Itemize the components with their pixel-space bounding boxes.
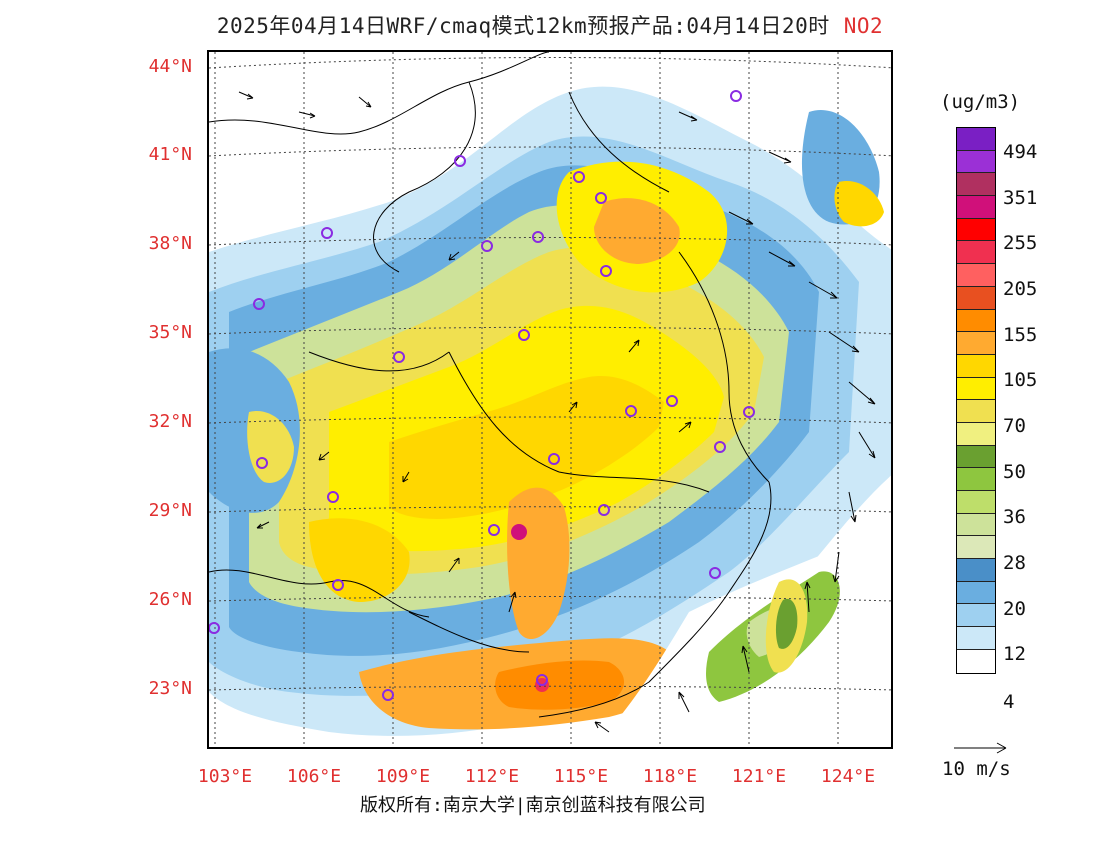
colorbar-label: 36: [1003, 506, 1026, 528]
colorbar-label: 28: [1003, 552, 1026, 574]
lon-label-121: 121°E: [731, 766, 787, 787]
colorbar-swatch: [957, 332, 995, 355]
lat-label-38: 38°N: [148, 233, 192, 254]
lon-label-103: 103°E: [197, 766, 253, 787]
colorbar-swatch: [957, 400, 995, 423]
reference-arrow-icon: [954, 742, 1007, 754]
map-canvas: [209, 52, 891, 747]
colorbar-swatch: [957, 468, 995, 491]
lat-label-23: 23°N: [148, 678, 192, 699]
lon-label-106: 106°E: [286, 766, 342, 787]
colorbar-swatch: [957, 627, 995, 650]
colorbar: [956, 127, 996, 674]
colorbar-swatch: [957, 581, 995, 605]
colorbar-unit: (ug/m3): [940, 91, 1021, 113]
lat-label-35: 35°N: [148, 322, 192, 343]
colorbar-swatch: [957, 604, 995, 628]
colorbar-swatch: [957, 128, 995, 151]
lat-label-26: 26°N: [148, 589, 192, 610]
lat-label-29: 29°N: [148, 500, 192, 521]
graticule: [209, 52, 891, 747]
colorbar-swatch: [957, 377, 995, 401]
colorbar-swatch: [957, 536, 995, 560]
map-title: 2025年04月14日WRF/cmaq模式12km预报产品:04月14日20时 N…: [0, 10, 1100, 40]
colorbar-swatch: [957, 354, 995, 378]
colorbar-label: 105: [1003, 369, 1038, 391]
concentration-map[interactable]: [207, 50, 893, 749]
colorbar-label: 20: [1003, 598, 1026, 620]
lon-label-115: 115°E: [553, 766, 609, 787]
colorbar-swatch: [957, 445, 995, 469]
copyright-footer: 版权所有:南京大学|南京创蓝科技有限公司: [360, 795, 706, 816]
wind-vectors: [238, 91, 876, 733]
city-markers: [209, 90, 755, 701]
colorbar-swatch: [957, 150, 995, 174]
colorbar-swatch: [957, 218, 995, 242]
title-text: 2025年04月14日WRF/cmaq模式12km预报产品:04月14日20时: [216, 14, 830, 38]
colorbar-label: 155: [1003, 324, 1038, 346]
colorbar-label: 205: [1003, 278, 1038, 300]
colorbar-label: 4: [1003, 691, 1015, 713]
colorbar-swatch: [957, 286, 995, 310]
colorbar-swatch: [957, 309, 995, 333]
lon-label-112: 112°E: [464, 766, 520, 787]
colorbar-swatch: [957, 559, 995, 582]
colorbar-label: 494: [1003, 141, 1038, 163]
lon-label-124: 124°E: [820, 766, 876, 787]
colorbar-swatch: [957, 649, 995, 673]
colorbar-swatch: [957, 241, 995, 265]
colorbar-swatch: [957, 513, 995, 537]
lat-label-41: 41°N: [148, 144, 192, 165]
colorbar-label: 255: [1003, 232, 1038, 254]
colorbar-swatch: [957, 491, 995, 514]
boundaries: [209, 52, 772, 718]
lon-label-109: 109°E: [375, 766, 431, 787]
colorbar-label: 351: [1003, 187, 1038, 209]
lat-label-44: 44°N: [148, 56, 192, 77]
lon-label-118: 118°E: [642, 766, 698, 787]
colorbar-swatch: [957, 196, 995, 219]
colorbar-label: 70: [1003, 415, 1026, 437]
colorbar-label: 50: [1003, 461, 1026, 483]
concentration-field: [209, 86, 891, 747]
colorbar-swatch: [957, 422, 995, 446]
pollutant-label: NO2: [843, 14, 884, 38]
colorbar-swatch: [957, 173, 995, 197]
colorbar-label: 12: [1003, 643, 1026, 665]
wind-scale-label: 10 m/s: [942, 758, 1011, 780]
colorbar-swatch: [957, 264, 995, 287]
lat-label-32: 32°N: [148, 411, 192, 432]
